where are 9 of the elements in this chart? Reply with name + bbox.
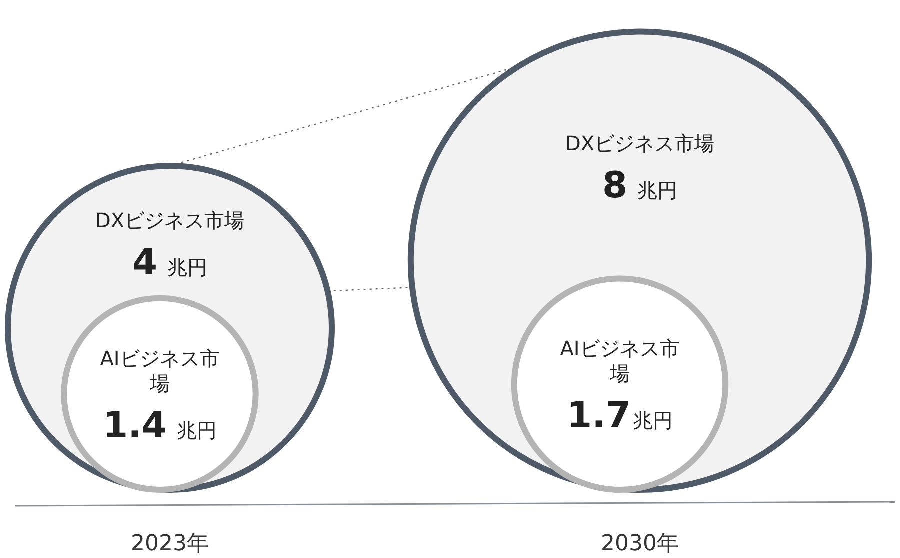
data-label: 1.4 兆円	[103, 406, 217, 447]
data-label: 8 兆円	[602, 166, 678, 207]
category-label: 2030年	[601, 532, 679, 557]
data-label: 4 兆円	[132, 242, 208, 284]
series-label: DXビジネス市場	[95, 208, 245, 232]
text: DXビジネス市場	[565, 131, 715, 156]
series-label: AIビジネス市場	[100, 346, 220, 396]
text: AIビジネス市場	[560, 336, 680, 386]
category-label: 2023年	[131, 532, 209, 557]
